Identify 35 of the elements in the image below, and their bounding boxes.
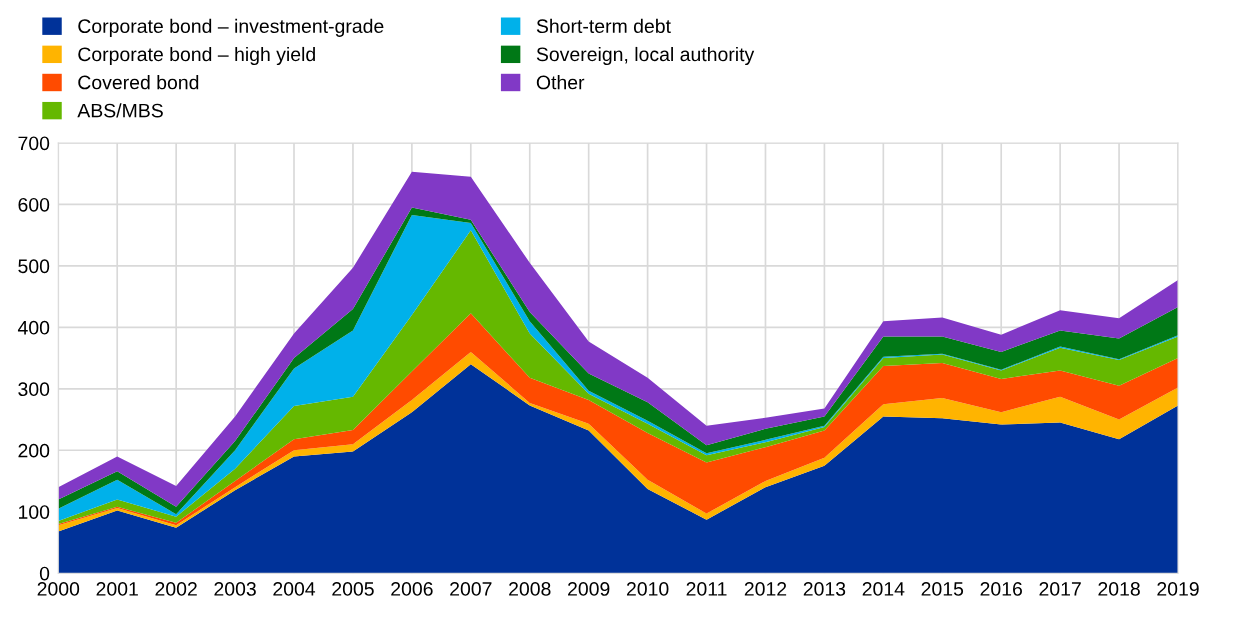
y-tick-label: 200 <box>18 443 50 458</box>
legend-label: Corporate bond – high yield <box>78 46 315 66</box>
x-tick-label: 2001 <box>96 582 138 596</box>
x-tick-label: 2007 <box>450 582 492 596</box>
x-tick-label: 2002 <box>155 582 197 596</box>
x-tick-label: 2017 <box>1039 582 1081 596</box>
y-tick-label: 300 <box>18 382 50 397</box>
y-tick-label: 400 <box>17 320 50 335</box>
legend-label: Short-term debt <box>536 18 671 34</box>
x-tick-label: 2008 <box>509 582 551 596</box>
legend-label: Other <box>536 75 585 90</box>
legend-label: Sovereign, local authority <box>536 46 755 66</box>
y-tick-label: 500 <box>18 259 50 274</box>
x-tick-label: 2004 <box>273 582 316 596</box>
x-tick-label: 2000 <box>37 582 80 596</box>
x-tick-label: 2011 <box>686 582 727 596</box>
y-tick-label: 600 <box>18 197 50 212</box>
y-tick-label: 0 <box>39 566 50 581</box>
x-tick-label: 2016 <box>980 582 1022 596</box>
x-tick-label: 2014 <box>862 582 905 596</box>
x-tick-label: 2009 <box>568 582 610 596</box>
x-tick-label: 2006 <box>391 582 433 596</box>
x-tick-label: 2018 <box>1098 582 1140 596</box>
x-tick-label: 2003 <box>214 582 256 596</box>
y-tick-label: 700 <box>18 136 50 151</box>
legend-label: Covered bond <box>78 75 199 90</box>
x-tick-label: 2013 <box>803 582 846 596</box>
x-tick-label: 2012 <box>744 582 787 596</box>
x-tick-label: 2010 <box>626 582 669 596</box>
legend-label: Corporate bond – investment-grade <box>78 18 384 37</box>
x-tick-label: 2019 <box>1157 582 1199 596</box>
y-tick-label: 100 <box>18 505 50 519</box>
x-tick-label: 2005 <box>332 582 374 596</box>
legend-label: ABS/MBS <box>77 103 163 118</box>
x-tick-label: 2015 <box>921 582 964 596</box>
